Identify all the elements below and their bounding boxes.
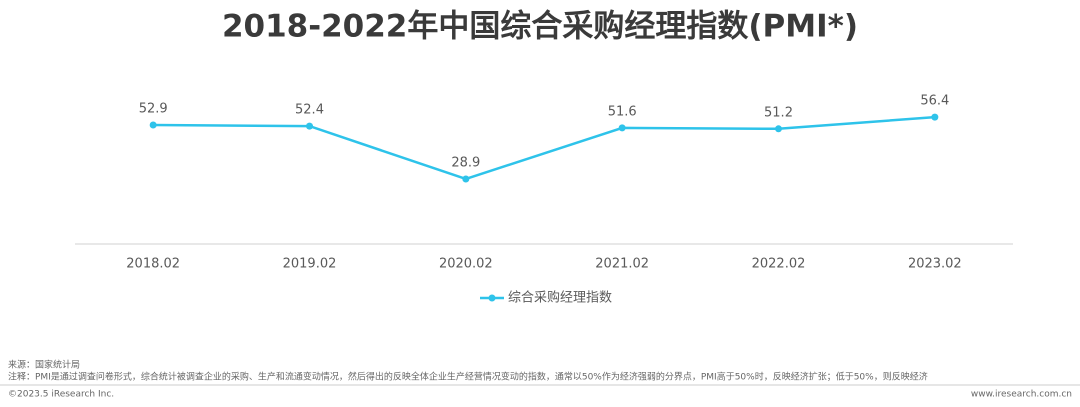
value-label: 51.2 — [764, 105, 793, 120]
point — [775, 125, 782, 133]
legend-label: 综合采购经理指数 — [508, 290, 612, 306]
x-tick-label: 2022.02 — [752, 257, 806, 272]
source: 来源：国家统计局 — [8, 359, 80, 371]
point — [149, 121, 157, 129]
point — [306, 122, 313, 130]
x-tick-label: 2019.02 — [283, 257, 337, 272]
x-tick-label: 2023.02 — [908, 257, 962, 272]
legend-marker — [488, 294, 496, 302]
x-tick-label: 2018.02 — [126, 257, 180, 272]
value-label: 56.4 — [920, 94, 949, 109]
chart-title: 2018-2022年中国综合采购经理指数(PMI*) — [222, 9, 858, 45]
series-line — [153, 115, 935, 181]
website: www.iresearch.com.cn — [971, 390, 1072, 400]
value-label: 52.9 — [139, 101, 168, 116]
point — [462, 175, 470, 183]
x-tick-label: 2020.02 — [439, 257, 493, 272]
value-label: 52.4 — [295, 103, 324, 118]
copyright: ©2023.5 iResearch Inc. — [8, 390, 114, 400]
point — [618, 124, 626, 132]
value-label: 28.9 — [451, 155, 480, 170]
note: 注释：PMI是通过调查问卷形式，综合统计被调查企业的采购、生产和流通变动情况，然… — [8, 371, 928, 383]
value-label: 51.6 — [608, 104, 637, 119]
x-tick-label: 2021.02 — [595, 257, 649, 272]
point — [931, 113, 939, 121]
